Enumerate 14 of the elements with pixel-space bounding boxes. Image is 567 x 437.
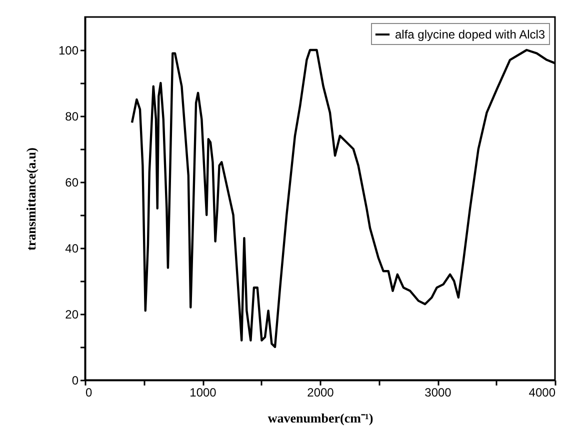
y-axis-title: transmittance(a.u) xyxy=(23,148,38,250)
y-tick-label: 0 xyxy=(72,374,79,388)
x-tick-label: 2000 xyxy=(307,386,334,400)
x-tick-label: 1000 xyxy=(190,386,217,400)
x-tick-label: 4000 xyxy=(528,386,556,400)
y-tick-label: 60 xyxy=(65,176,79,190)
legend-label: alfa glycine doped with Alcl3 xyxy=(395,28,546,42)
x-tick-label: 0 xyxy=(86,386,92,400)
x-tick-label: 3000 xyxy=(424,386,452,400)
y-tick-label: 20 xyxy=(65,308,79,322)
y-tick-label: 80 xyxy=(65,110,79,124)
y-tick-label: 100 xyxy=(58,44,79,58)
y-tick-label: 40 xyxy=(65,242,79,256)
x-axis-title: wavenumber(cm⁻¹) xyxy=(268,410,374,426)
